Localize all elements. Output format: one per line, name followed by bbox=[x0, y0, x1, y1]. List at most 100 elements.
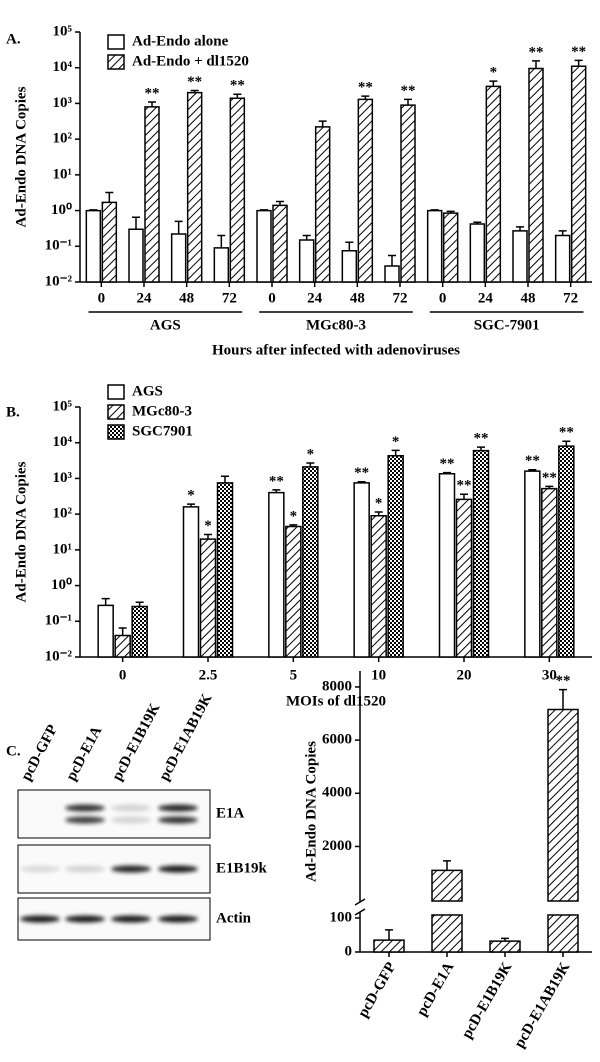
error-bar bbox=[528, 468, 537, 472]
bar bbox=[485, 85, 502, 283]
bar bbox=[541, 487, 558, 658]
significance: ** bbox=[571, 44, 586, 60]
y-tick-label: 10⁰ bbox=[51, 202, 72, 218]
significance: ** bbox=[529, 44, 544, 60]
y-tick-label: 10⁵ bbox=[53, 398, 73, 414]
x-tick-label: 5 bbox=[290, 667, 298, 683]
x-tick-label: 24 bbox=[137, 290, 153, 306]
significance: * bbox=[392, 434, 400, 450]
panel-label: A. bbox=[6, 31, 21, 47]
significance: * bbox=[490, 65, 498, 81]
bar bbox=[489, 940, 521, 953]
error-bar bbox=[101, 597, 110, 606]
bar bbox=[213, 247, 230, 283]
bar bbox=[469, 223, 486, 283]
bar bbox=[170, 233, 187, 283]
bar bbox=[199, 538, 217, 658]
error-bar bbox=[430, 209, 439, 211]
y-tick-label: 10¹ bbox=[53, 541, 73, 557]
bar bbox=[272, 204, 288, 283]
panel-label: C. bbox=[6, 743, 21, 759]
y-tick-label: 100 bbox=[330, 909, 353, 925]
significance: ** bbox=[440, 456, 455, 472]
group-label: SGC-7901 bbox=[474, 317, 540, 333]
legend-swatch bbox=[107, 34, 125, 50]
x-tick-label: 2.5 bbox=[199, 667, 218, 683]
bar bbox=[387, 455, 404, 658]
error-bar bbox=[385, 929, 393, 941]
y-tick-label: 4000 bbox=[322, 785, 352, 801]
error-bar bbox=[89, 209, 98, 211]
error-bar bbox=[516, 226, 524, 231]
error-bar bbox=[388, 254, 396, 267]
error-bar bbox=[477, 446, 485, 451]
error-bar bbox=[404, 98, 412, 106]
x-tick-label: 72 bbox=[563, 290, 578, 306]
legend-label: Ad-Endo alone bbox=[132, 33, 229, 49]
bar bbox=[455, 498, 473, 658]
y-axis-label: Ad-Endo DNA Copies bbox=[303, 741, 319, 882]
error-bar bbox=[190, 89, 199, 93]
bar bbox=[186, 91, 203, 283]
x-tick-label: 30 bbox=[542, 667, 557, 683]
error-bar bbox=[276, 200, 284, 206]
blot-band bbox=[65, 915, 105, 923]
significance: ** bbox=[269, 473, 284, 489]
significance: * bbox=[290, 508, 298, 524]
legend-label: MGc80-3 bbox=[132, 403, 192, 419]
bar bbox=[128, 228, 144, 283]
bar bbox=[442, 212, 459, 283]
bar bbox=[114, 634, 131, 658]
error-bar bbox=[545, 485, 554, 489]
bar bbox=[570, 65, 587, 283]
error-bar bbox=[105, 191, 114, 203]
bar bbox=[314, 126, 331, 283]
bar bbox=[400, 104, 416, 283]
x-tick-label: 0 bbox=[439, 290, 447, 306]
bar bbox=[547, 708, 579, 953]
error-bar bbox=[132, 216, 140, 230]
error-bar bbox=[187, 503, 195, 507]
x-tick-label: 72 bbox=[393, 290, 408, 306]
x-axis-label: MOIs of dl1520 bbox=[286, 693, 386, 709]
significance: ** bbox=[457, 478, 472, 494]
legend-swatch bbox=[107, 404, 125, 420]
band-label: E1B19k bbox=[216, 860, 268, 876]
blot-band bbox=[20, 865, 60, 873]
y-tick-label: 2000 bbox=[322, 838, 352, 854]
error-bar bbox=[306, 462, 315, 467]
bar bbox=[384, 265, 400, 283]
significance: ** bbox=[145, 85, 160, 101]
error-bar bbox=[374, 511, 383, 516]
error-bar bbox=[391, 449, 400, 456]
significance: ** bbox=[556, 673, 571, 689]
significance: ** bbox=[559, 425, 574, 441]
y-tick-label: 10⁴ bbox=[53, 59, 73, 75]
y-axis-label: Ad-Endo DNA Copies bbox=[13, 86, 29, 227]
error-bar bbox=[289, 524, 298, 527]
error-bar bbox=[135, 601, 144, 607]
lane-label: pcD-E1B19K bbox=[109, 701, 163, 784]
y-tick-label: 10⁴ bbox=[53, 434, 73, 450]
x-axis-label: Hours after infected with adenoviruses bbox=[212, 342, 460, 358]
significance: ** bbox=[474, 431, 489, 447]
bar bbox=[528, 67, 544, 283]
x-tick-label: pcD-GFP bbox=[355, 960, 399, 1021]
significance: * bbox=[204, 518, 212, 534]
blot-band bbox=[111, 804, 151, 812]
group-label: AGS bbox=[150, 317, 181, 333]
y-tick-label: 8000 bbox=[322, 678, 352, 694]
panel-label: B. bbox=[6, 404, 20, 420]
bar bbox=[97, 604, 114, 658]
y-tick-label: 6000 bbox=[322, 732, 352, 748]
bar bbox=[472, 449, 490, 658]
error-bar bbox=[272, 489, 281, 493]
y-tick-label: 10³ bbox=[53, 95, 73, 111]
error-bar bbox=[443, 471, 451, 474]
bar bbox=[85, 209, 102, 283]
error-bar bbox=[345, 241, 354, 251]
x-tick-label: pcD-E1A bbox=[414, 960, 458, 1019]
error-bar bbox=[148, 101, 156, 107]
bar bbox=[341, 249, 358, 283]
significance: * bbox=[375, 495, 383, 511]
